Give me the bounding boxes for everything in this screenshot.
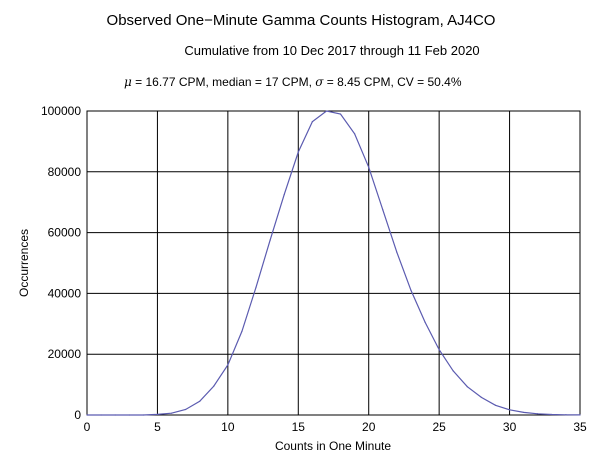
chart-stats: μ = 16.77 CPM, median = 17 CPM, σ = 8.45… xyxy=(124,75,462,89)
mean-median-text: = 16.77 CPM, median = 17 CPM, xyxy=(132,75,315,89)
series-line xyxy=(87,110,581,416)
y-tick-label: 60000 xyxy=(48,226,82,240)
x-tick-label: 10 xyxy=(221,420,235,434)
data-point xyxy=(339,113,342,115)
chart-title: Observed One−Minute Gamma Counts Histogr… xyxy=(107,12,496,29)
data-point xyxy=(537,413,539,415)
y-tick-label: 100000 xyxy=(41,104,81,118)
data-point xyxy=(114,414,116,416)
data-point xyxy=(523,411,525,414)
plot-area xyxy=(86,110,581,416)
x-tick-label: 35 xyxy=(573,420,587,434)
data-point xyxy=(311,121,313,123)
data-point xyxy=(128,414,130,416)
x-tick-label: 0 xyxy=(84,420,91,434)
data-point xyxy=(396,251,398,253)
data-point xyxy=(424,321,426,323)
x-tick-label: 5 xyxy=(154,420,161,434)
data-point xyxy=(255,286,257,288)
data-point xyxy=(86,414,88,416)
x-tick-label: 15 xyxy=(292,420,306,434)
sigma-cv-text: = 8.45 CPM, CV = 50.4% xyxy=(323,75,461,89)
x-axis-label: Counts in One Minute xyxy=(275,439,391,453)
data-point xyxy=(269,239,271,241)
data-point xyxy=(213,385,215,387)
series-layer xyxy=(86,110,581,416)
data-point xyxy=(100,414,102,416)
mean-symbol: μ xyxy=(124,75,132,89)
data-point xyxy=(565,414,567,416)
x-tick-label: 30 xyxy=(503,420,517,434)
sigma-symbol: σ xyxy=(315,75,324,89)
x-tick-label: 20 xyxy=(362,420,376,434)
data-point xyxy=(551,413,553,416)
data-point xyxy=(283,194,285,196)
y-tick-label: 20000 xyxy=(48,347,82,361)
data-point xyxy=(325,110,328,112)
data-point xyxy=(368,166,370,168)
data-point xyxy=(508,409,511,411)
data-point xyxy=(170,412,173,414)
x-tick-label: 25 xyxy=(432,420,446,434)
data-point xyxy=(480,396,482,398)
data-point xyxy=(382,209,384,211)
y-axis-label: Occurrences xyxy=(17,229,31,297)
data-point xyxy=(241,330,243,332)
data-point xyxy=(199,400,201,402)
data-point xyxy=(156,413,159,415)
y-tick-label: 40000 xyxy=(48,286,82,300)
chart-subtitle: Cumulative from 10 Dec 2017 through 11 F… xyxy=(184,43,479,58)
data-point xyxy=(410,289,412,291)
data-point xyxy=(227,364,229,366)
data-point xyxy=(185,408,187,411)
y-tick-label: 0 xyxy=(74,408,81,422)
data-point xyxy=(297,151,299,153)
y-tick-label: 80000 xyxy=(48,165,82,179)
y-tick-labels: 0 20000 40000 60000 80000 100000 xyxy=(41,104,81,422)
data-point xyxy=(142,414,144,416)
data-point xyxy=(438,349,440,351)
data-point xyxy=(354,133,356,135)
data-point xyxy=(452,370,454,372)
data-point xyxy=(466,386,468,388)
x-tick-labels: 0 5 10 15 20 25 30 35 xyxy=(84,420,587,434)
data-point xyxy=(494,404,497,406)
data-point xyxy=(579,414,581,416)
